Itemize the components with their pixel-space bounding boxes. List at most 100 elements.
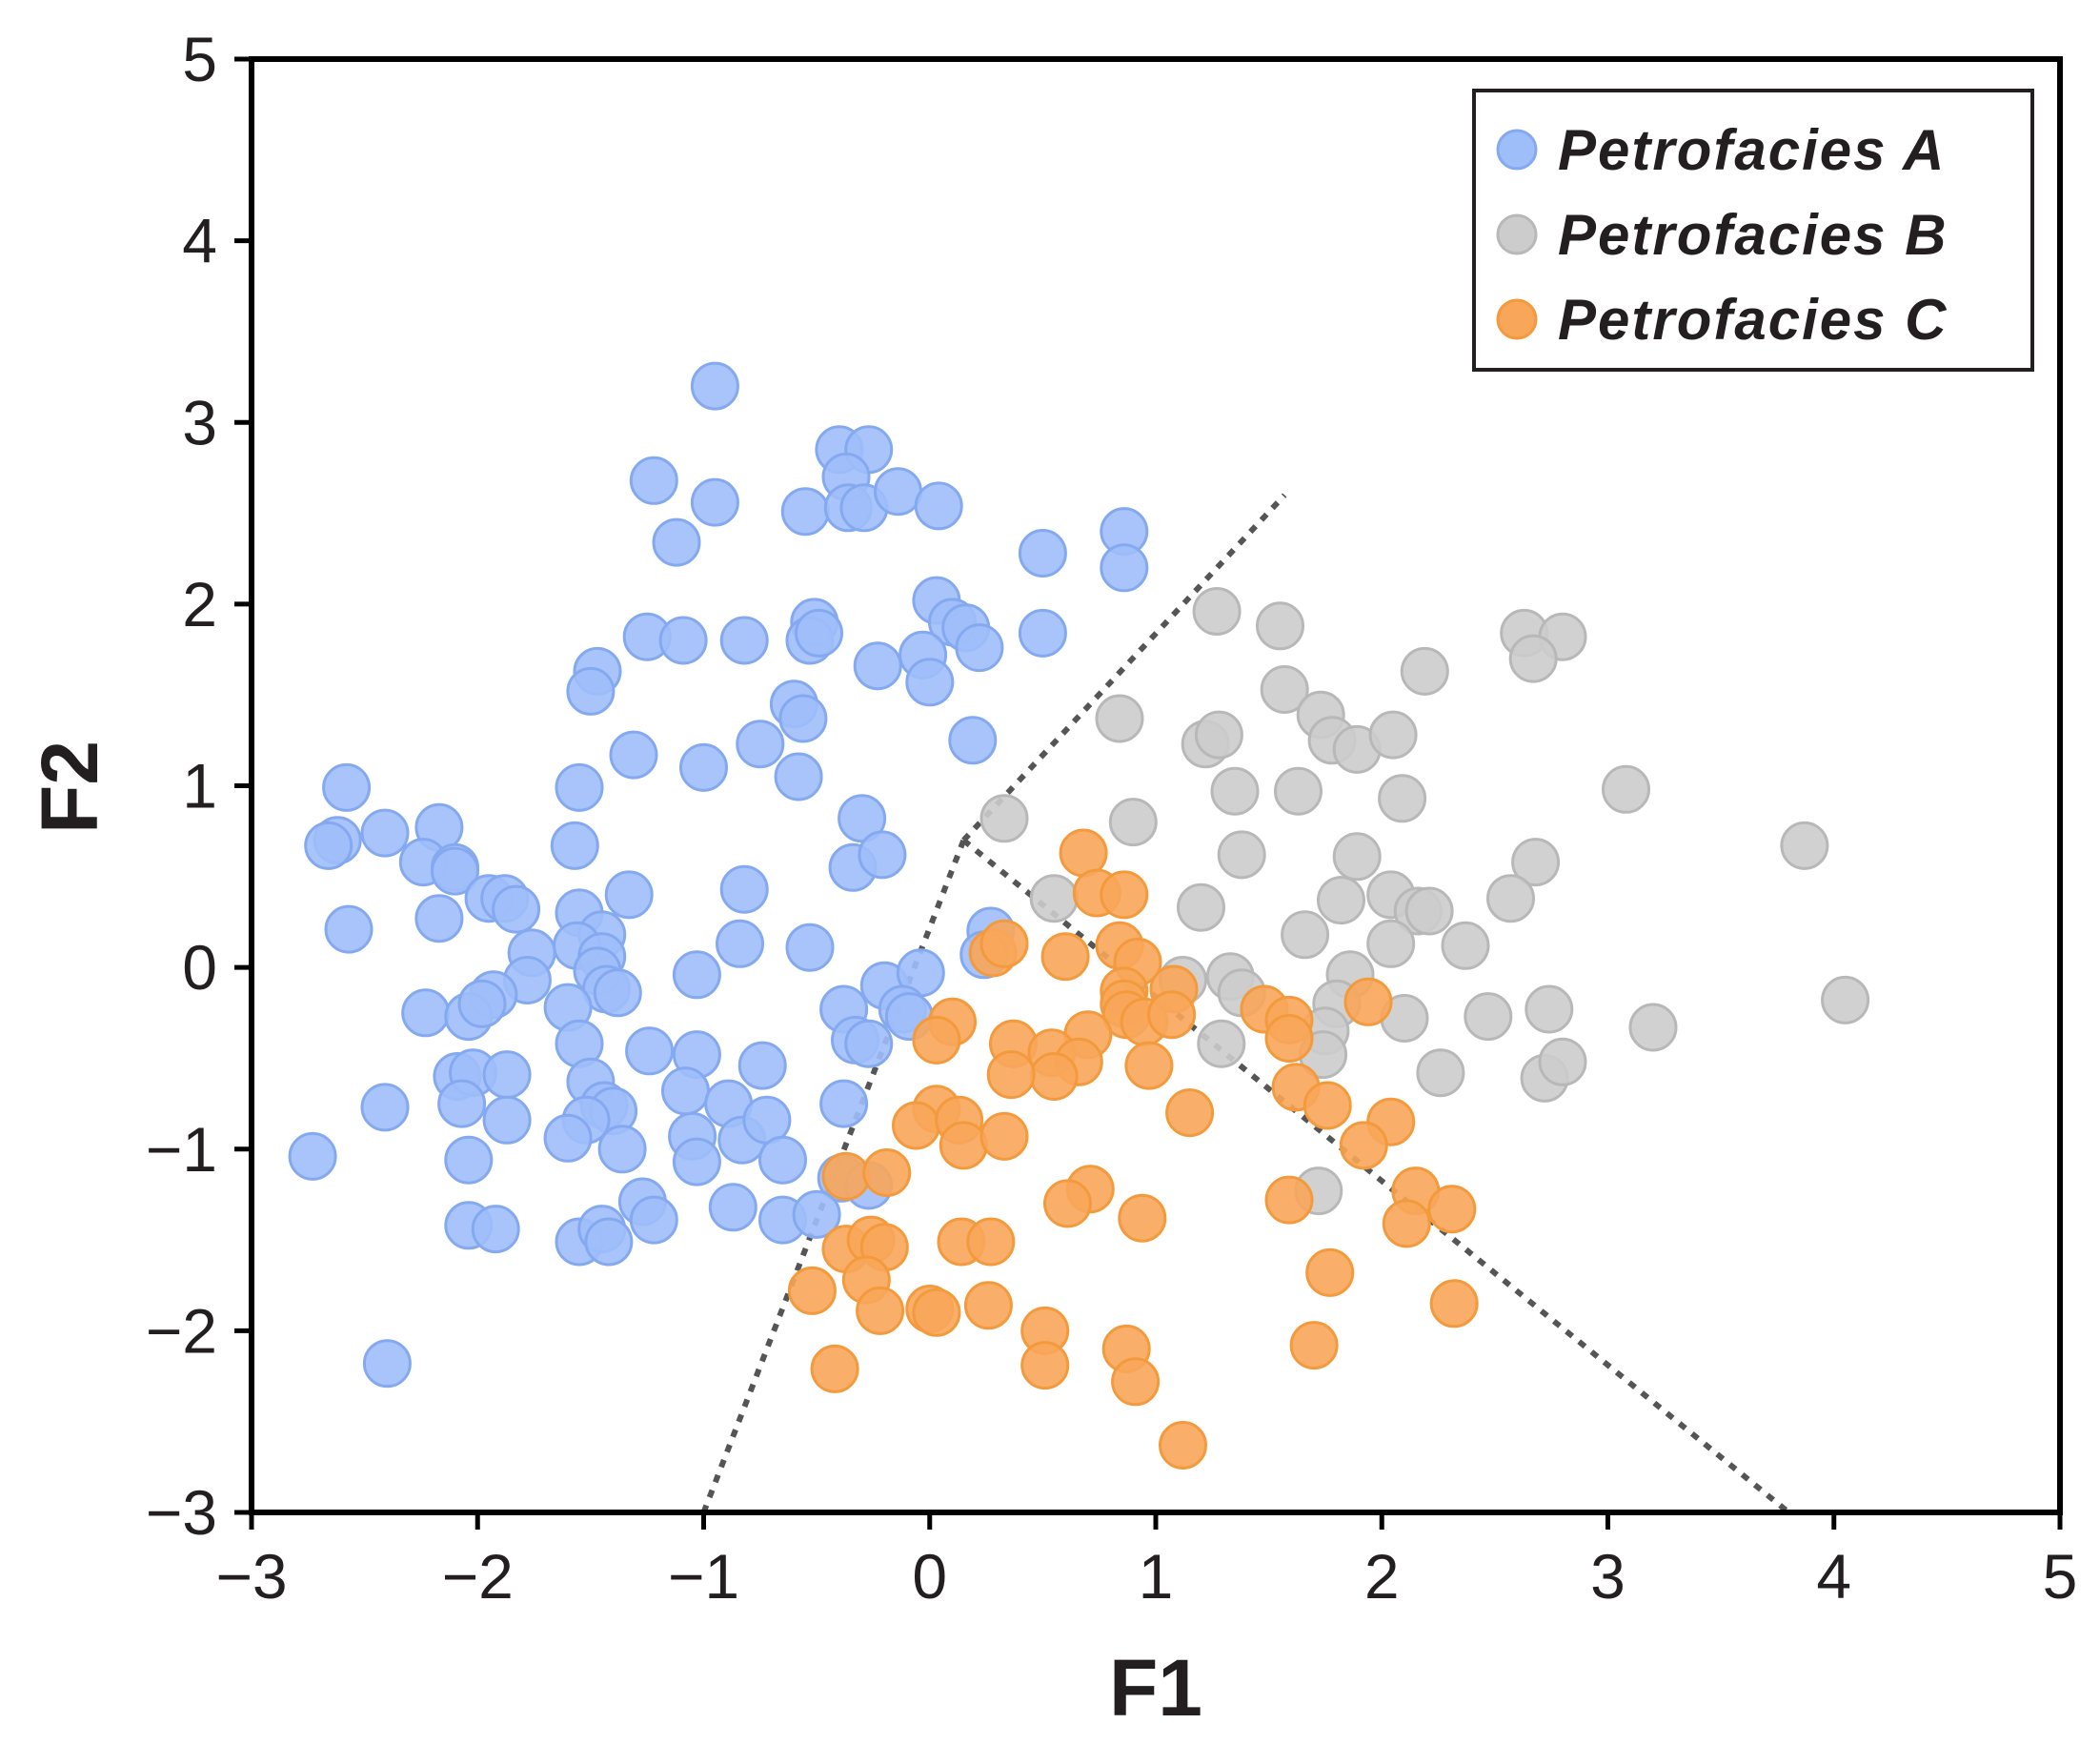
point-b-5 <box>1400 646 1449 696</box>
point-a-27 <box>566 666 616 716</box>
point-a-96 <box>661 1066 710 1116</box>
point-b-15 <box>1274 766 1323 816</box>
point-a-10 <box>914 481 963 531</box>
point-a-41 <box>304 821 353 870</box>
point-a-76 <box>401 988 451 1038</box>
point-c-40 <box>1043 1179 1092 1228</box>
point-b-19 <box>1108 798 1158 847</box>
point-a-11 <box>652 517 701 567</box>
point-b-26 <box>1317 876 1365 925</box>
point-c-64 <box>1289 1321 1339 1370</box>
data-points <box>288 361 1870 1470</box>
point-a-116 <box>629 1195 678 1245</box>
point-c-25 <box>986 1050 1036 1100</box>
point-c-13 <box>1147 990 1197 1040</box>
point-a-54 <box>604 870 654 920</box>
point-b-4 <box>1508 634 1558 683</box>
point-c-29 <box>1165 1088 1215 1138</box>
point-a-12 <box>1018 529 1067 578</box>
point-c-38 <box>862 1148 912 1197</box>
point-a-46 <box>431 846 479 896</box>
point-b-10 <box>1194 710 1243 760</box>
point-a-89 <box>482 1050 532 1100</box>
point-a-39 <box>322 762 372 812</box>
point-c-63 <box>1111 1357 1161 1407</box>
point-b-22 <box>1511 838 1561 887</box>
point-a-4 <box>629 456 678 505</box>
point-c-51 <box>966 1217 1016 1267</box>
point-c-53 <box>856 1286 905 1335</box>
point-a-55 <box>719 864 769 914</box>
y-tick-label: 5 <box>182 24 217 94</box>
point-a-115 <box>471 1205 520 1254</box>
point-b-21 <box>1332 832 1382 882</box>
point-a-47 <box>550 821 599 870</box>
x-tick-label: −3 <box>215 1541 287 1612</box>
point-c-57 <box>1305 1247 1355 1297</box>
point-a-86 <box>844 1019 894 1068</box>
point-a-71 <box>672 950 721 1000</box>
x-axis-title: F1 <box>1109 1643 1202 1733</box>
point-c-45 <box>1382 1199 1431 1248</box>
point-b-20 <box>1217 830 1266 880</box>
point-a-83 <box>625 1026 675 1076</box>
point-b-0 <box>1192 587 1242 636</box>
point-b-49 <box>1538 1037 1587 1086</box>
point-a-24 <box>955 623 1004 673</box>
x-tick-label: 0 <box>912 1541 947 1612</box>
point-b-44 <box>1197 1019 1246 1068</box>
legend-box <box>1472 89 2034 372</box>
point-c-58 <box>1429 1279 1479 1328</box>
point-c-42 <box>1264 1175 1314 1225</box>
point-c-37 <box>821 1151 871 1201</box>
point-c-19 <box>912 1015 961 1065</box>
point-a-57 <box>414 894 464 943</box>
legend-label-a: Petrofacies A <box>1558 118 1946 182</box>
point-a-67 <box>593 968 642 1018</box>
point-b-1 <box>1256 601 1304 651</box>
point-b-42 <box>1628 1003 1678 1052</box>
point-a-69 <box>716 919 764 968</box>
y-axis-ticks: −3 −2 −1 0 1 2 3 4 5 <box>146 24 252 1548</box>
point-a-107 <box>758 1135 807 1185</box>
x-axis-ticks: −3 −2 −1 0 1 2 3 4 5 <box>215 1512 2077 1612</box>
point-b-16 <box>1378 774 1427 823</box>
point-b-6 <box>1260 665 1309 714</box>
y-tick-label: 2 <box>182 569 217 639</box>
point-a-122 <box>362 1339 412 1389</box>
legend: Petrofacies A Petrofacies B Petrofacies … <box>1472 89 2034 372</box>
point-a-101 <box>543 1113 593 1163</box>
point-a-6 <box>780 487 830 537</box>
point-b-23 <box>1780 821 1829 870</box>
point-a-109 <box>444 1135 494 1185</box>
x-tick-label: −1 <box>668 1541 739 1612</box>
point-b-32 <box>1366 919 1416 968</box>
point-a-33 <box>736 720 785 769</box>
point-c-44 <box>1427 1185 1477 1234</box>
legend-marker-b <box>1496 213 1538 255</box>
point-b-24 <box>1029 874 1079 923</box>
point-b-18 <box>979 794 1029 843</box>
point-c-33 <box>939 1121 988 1170</box>
point-a-48 <box>838 794 887 843</box>
x-tick-label: 3 <box>1590 1541 1625 1612</box>
point-a-25 <box>1018 608 1067 658</box>
legend-marker-a <box>1496 129 1538 171</box>
point-a-5 <box>690 477 739 527</box>
point-c-56 <box>963 1281 1013 1330</box>
point-c-5 <box>1040 932 1090 982</box>
point-a-113 <box>708 1183 757 1232</box>
point-c-61 <box>1020 1341 1070 1390</box>
point-a-0 <box>690 361 739 411</box>
point-a-9 <box>874 467 922 517</box>
point-a-37 <box>774 752 823 801</box>
point-c-41 <box>1118 1193 1167 1243</box>
point-c-55 <box>912 1288 961 1337</box>
point-b-29 <box>1404 886 1454 936</box>
point-a-70 <box>785 923 835 972</box>
point-c-2 <box>1100 870 1149 920</box>
point-a-56 <box>324 904 374 954</box>
legend-label-b: Petrofacies B <box>1558 203 1949 267</box>
point-a-106 <box>672 1137 721 1186</box>
